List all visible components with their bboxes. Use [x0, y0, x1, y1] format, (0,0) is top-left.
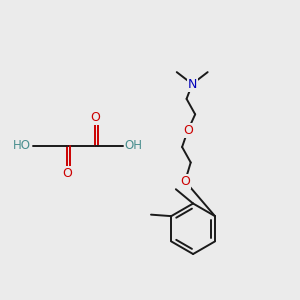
- Text: O: O: [62, 167, 72, 180]
- Text: N: N: [188, 77, 197, 91]
- Text: O: O: [183, 124, 193, 137]
- Text: HO: HO: [13, 139, 31, 152]
- Text: OH: OH: [125, 139, 143, 152]
- Text: O: O: [180, 175, 190, 188]
- Text: O: O: [90, 111, 100, 124]
